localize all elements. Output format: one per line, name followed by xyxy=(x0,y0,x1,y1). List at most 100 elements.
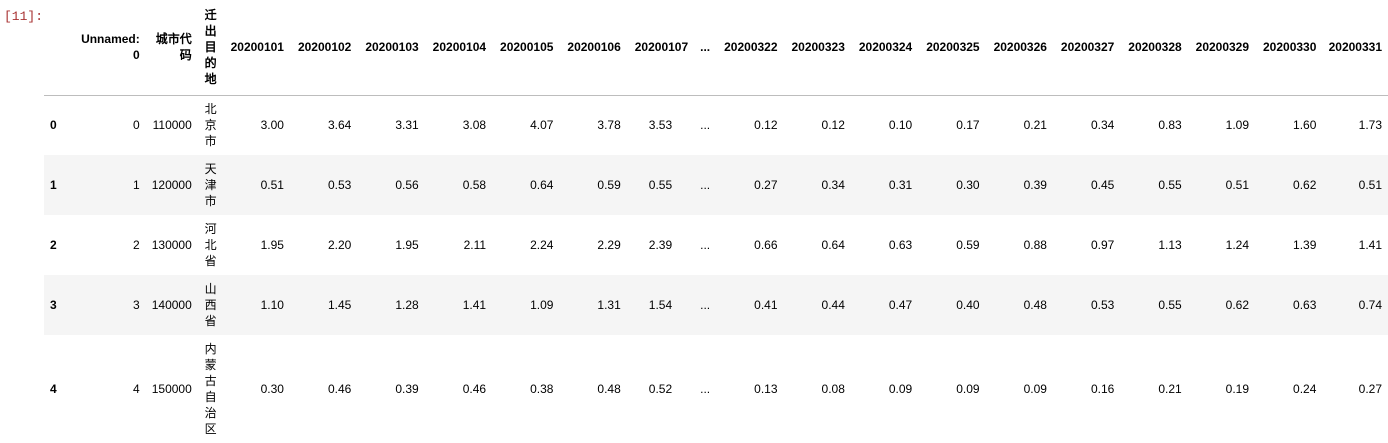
table-cell: 0.27 xyxy=(1358,382,1382,396)
table-cell: 2.11 xyxy=(463,238,487,252)
table-cell: 0.24 xyxy=(1293,382,1317,396)
table-row: 3 3 140000 山西省 1.10 1.45 1.28 1.41 1.09 1.31 1.54.… xyxy=(44,275,1388,335)
column-header-date: 20200329 xyxy=(1187,0,1256,96)
table-cell: 0.13 xyxy=(754,382,778,396)
table-cell: 0.10 xyxy=(888,118,913,133)
table-cell: 1.60 xyxy=(1293,118,1317,133)
table-row: 1 1 120000 天津市 0.51 0.53 0.56 0.58 0.64 0.59 0.55.… xyxy=(44,155,1388,215)
column-header-date: 20200327 xyxy=(1052,0,1121,96)
table-cell: 4 xyxy=(133,382,140,396)
table-cell: ... xyxy=(700,298,711,312)
cell-prompt: [11]: xyxy=(4,9,44,24)
table-cell: 0.59 xyxy=(597,178,621,192)
table-cell: 0.21 xyxy=(1023,118,1047,133)
column-header-index xyxy=(44,0,76,96)
table-cell: 0.12 xyxy=(754,118,778,133)
table-cell: 2.24 xyxy=(530,238,554,252)
column-header-ellipsis: ... xyxy=(694,0,717,96)
table-cell-ellipsis: 3.53 xyxy=(648,118,673,133)
table-cell: 0.53 xyxy=(1090,298,1115,312)
table-row: 2 2 130000 河北省 1.95 2.20 1.95 2.11 2.24 2.29 2.39.… xyxy=(44,215,1388,275)
table-cell: 1.31 xyxy=(597,298,621,312)
table-cell: 0.64 xyxy=(530,178,554,192)
table-cell: 1.24 xyxy=(1225,238,1250,252)
table-cell: 0.48 xyxy=(1023,298,1047,312)
table-cell: 1.73 xyxy=(1358,118,1382,133)
table-cell: 0.51 xyxy=(260,178,284,192)
table-cell: 0.09 xyxy=(956,382,980,396)
table-cell-destination: 北京市 xyxy=(204,102,217,149)
table-cell: 0.12 xyxy=(821,118,845,133)
column-header-date: 20200324 xyxy=(850,0,919,96)
table-header-row: Unnamed: 0 城市代码 迁出目的地 20200101 20200102 … xyxy=(44,0,1388,96)
table-cell: 120000 xyxy=(151,178,192,192)
table-cell: 1.39 xyxy=(1293,238,1317,252)
column-header-date: 20200104 xyxy=(424,0,493,96)
table-cell: 150000 xyxy=(151,382,192,396)
table-cell: 3.78 xyxy=(597,118,621,133)
table-cell: 0.58 xyxy=(462,178,487,192)
table-cell: 4.07 xyxy=(530,118,554,133)
table-cell: 0.38 xyxy=(530,382,554,396)
table-cell: 0.34 xyxy=(821,178,845,192)
column-header-date: 20200105 xyxy=(492,0,560,96)
column-header-date: 20200323 xyxy=(783,0,851,96)
table-cell: ... xyxy=(700,238,711,252)
table-cell-ellipsis: 2.39 xyxy=(648,238,673,252)
table-cell: 1.95 xyxy=(260,238,284,252)
column-header-unnamed: Unnamed: 0 xyxy=(75,0,146,96)
table-cell-destination: 河北省 xyxy=(204,222,217,268)
table-row: 0 0 110000 北京市 3.00 3.64 3.31 3.08 4.07 3.78 3.53.… xyxy=(44,95,1388,155)
table-cell: 0.48 xyxy=(597,382,621,396)
column-header-date: 20200106 xyxy=(559,0,627,96)
table-cell: 0.59 xyxy=(956,238,980,252)
table-cell: 0.40 xyxy=(956,298,980,312)
column-header-city-code: 城市代码 xyxy=(145,0,198,96)
row-index: 3 xyxy=(50,298,57,312)
dataframe-table: Unnamed: 0 城市代码 迁出目的地 20200101 20200102 … xyxy=(44,0,1388,443)
row-index: 0 xyxy=(50,118,57,133)
table-cell: 2.29 xyxy=(597,238,621,252)
table-cell: ... xyxy=(700,178,711,192)
table-cell: 3.00 xyxy=(260,118,284,133)
table-cell: 1.09 xyxy=(1225,118,1250,133)
table-cell: 1.28 xyxy=(395,298,419,312)
table-cell-ellipsis: 0.52 xyxy=(648,382,673,396)
table-cell: 0.46 xyxy=(462,382,487,396)
table-cell: 140000 xyxy=(151,298,192,312)
table-cell: ... xyxy=(700,118,711,133)
table-cell: 0.62 xyxy=(1225,298,1250,312)
table-cell: 0.34 xyxy=(1090,118,1115,133)
table-cell: 1.95 xyxy=(395,238,419,252)
column-header-destination: 迁出目的地 xyxy=(197,0,224,96)
table-cell: 0.27 xyxy=(754,178,778,192)
column-header-date: 20200326 xyxy=(985,0,1053,96)
column-header-date: 20200103 xyxy=(357,0,425,96)
table-cell: 0.97 xyxy=(1090,238,1115,252)
table-cell: 0.31 xyxy=(888,178,913,192)
table-cell: 0.51 xyxy=(1358,178,1382,192)
table-cell: 3 xyxy=(133,298,140,312)
table-cell: 3.31 xyxy=(395,118,419,133)
table-cell-ellipsis: 1.54 xyxy=(648,298,673,312)
table-cell: 0.45 xyxy=(1090,178,1115,192)
table-cell: 0.21 xyxy=(1158,382,1182,396)
table-cell: ... xyxy=(700,382,711,396)
row-index: 4 xyxy=(50,382,57,396)
table-cell: 0.55 xyxy=(1158,178,1182,192)
table-cell: 0.62 xyxy=(1293,178,1317,192)
table-cell: 1 xyxy=(133,178,140,192)
table-cell-destination: 天津市 xyxy=(204,162,217,208)
table-cell: 0.16 xyxy=(1090,382,1115,396)
table-cell: 0.39 xyxy=(1023,178,1047,192)
table-cell: 1.41 xyxy=(462,298,487,312)
column-header-date: 20200107 xyxy=(626,0,695,96)
table-cell: 0.17 xyxy=(956,118,980,133)
table-cell: 2 xyxy=(133,238,140,252)
table-cell: 0.30 xyxy=(956,178,980,192)
column-header-date: 20200331 xyxy=(1322,0,1388,96)
table-cell: 0.56 xyxy=(395,178,419,192)
column-header-date: 20200328 xyxy=(1120,0,1188,96)
table-cell: 0.44 xyxy=(821,298,845,312)
table-cell: 1.45 xyxy=(327,298,352,312)
